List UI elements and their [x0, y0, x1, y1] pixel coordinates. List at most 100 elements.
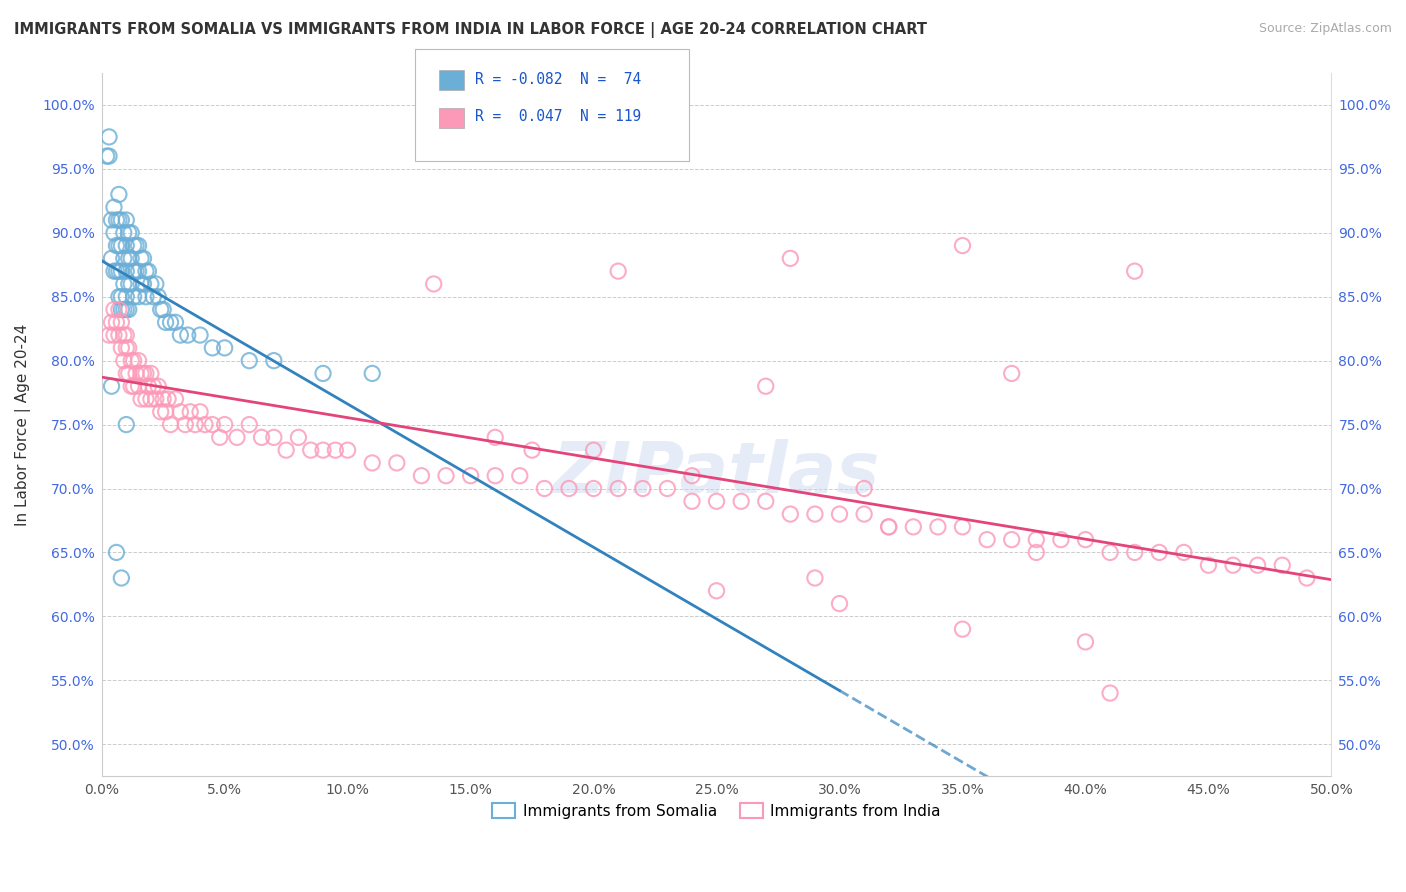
- Point: [1123, 264, 1146, 278]
- Point: [263, 353, 285, 368]
- Point: [179, 405, 201, 419]
- Point: [129, 252, 152, 266]
- Point: [1295, 571, 1317, 585]
- Point: [120, 252, 142, 266]
- Point: [108, 238, 131, 252]
- Point: [159, 315, 181, 329]
- Point: [927, 520, 949, 534]
- Point: [148, 379, 170, 393]
- Point: [108, 290, 131, 304]
- Point: [135, 392, 157, 406]
- Point: [1050, 533, 1073, 547]
- Point: [115, 417, 138, 432]
- Point: [108, 302, 131, 317]
- Point: [112, 302, 135, 317]
- Point: [828, 507, 851, 521]
- Point: [105, 315, 128, 329]
- Point: [105, 264, 128, 278]
- Point: [125, 238, 148, 252]
- Point: [120, 379, 142, 393]
- Point: [122, 353, 145, 368]
- Point: [135, 290, 157, 304]
- Point: [434, 468, 457, 483]
- Point: [201, 341, 224, 355]
- Point: [98, 149, 121, 163]
- Point: [169, 328, 191, 343]
- Point: [100, 315, 122, 329]
- Point: [128, 290, 150, 304]
- Point: [1001, 367, 1024, 381]
- Point: [853, 507, 876, 521]
- Point: [135, 367, 157, 381]
- Point: [120, 226, 142, 240]
- Point: [582, 482, 605, 496]
- Point: [145, 392, 167, 406]
- Point: [952, 238, 974, 252]
- Point: [135, 264, 157, 278]
- Point: [128, 379, 150, 393]
- Point: [148, 290, 170, 304]
- Point: [1099, 545, 1122, 559]
- Point: [1271, 558, 1294, 573]
- Point: [520, 443, 543, 458]
- Point: [112, 353, 135, 368]
- Point: [103, 302, 125, 317]
- Point: [385, 456, 408, 470]
- Point: [139, 392, 162, 406]
- Point: [120, 353, 142, 368]
- Point: [681, 494, 703, 508]
- Point: [853, 482, 876, 496]
- Point: [1099, 686, 1122, 700]
- Point: [361, 456, 384, 470]
- Point: [128, 353, 150, 368]
- Point: [533, 482, 555, 496]
- Point: [105, 213, 128, 227]
- Point: [194, 417, 217, 432]
- Point: [1173, 545, 1195, 559]
- Point: [312, 443, 335, 458]
- Point: [312, 367, 335, 381]
- Point: [105, 238, 128, 252]
- Point: [184, 417, 207, 432]
- Point: [276, 443, 298, 458]
- Point: [177, 328, 200, 343]
- Point: [98, 328, 121, 343]
- Point: [779, 252, 801, 266]
- Point: [755, 379, 778, 393]
- Point: [706, 494, 728, 508]
- Point: [484, 468, 506, 483]
- Point: [118, 341, 141, 355]
- Point: [1222, 558, 1244, 573]
- Point: [1074, 533, 1097, 547]
- Point: [411, 468, 433, 483]
- Point: [115, 238, 138, 252]
- Point: [299, 443, 322, 458]
- Point: [115, 367, 138, 381]
- Point: [208, 430, 231, 444]
- Point: [558, 482, 581, 496]
- Point: [165, 392, 187, 406]
- Point: [129, 367, 152, 381]
- Point: [238, 417, 260, 432]
- Point: [112, 277, 135, 291]
- Point: [188, 405, 211, 419]
- Point: [877, 520, 900, 534]
- Text: Source: ZipAtlas.com: Source: ZipAtlas.com: [1258, 22, 1392, 36]
- Point: [1197, 558, 1219, 573]
- Point: [804, 571, 827, 585]
- Point: [976, 533, 998, 547]
- Point: [115, 341, 138, 355]
- Point: [122, 379, 145, 393]
- Point: [100, 252, 122, 266]
- Point: [112, 252, 135, 266]
- Point: [108, 328, 131, 343]
- Point: [118, 252, 141, 266]
- Point: [132, 367, 155, 381]
- Point: [1001, 533, 1024, 547]
- Point: [149, 405, 172, 419]
- Point: [103, 200, 125, 214]
- Point: [112, 328, 135, 343]
- Point: [103, 328, 125, 343]
- Point: [952, 622, 974, 636]
- Point: [152, 302, 174, 317]
